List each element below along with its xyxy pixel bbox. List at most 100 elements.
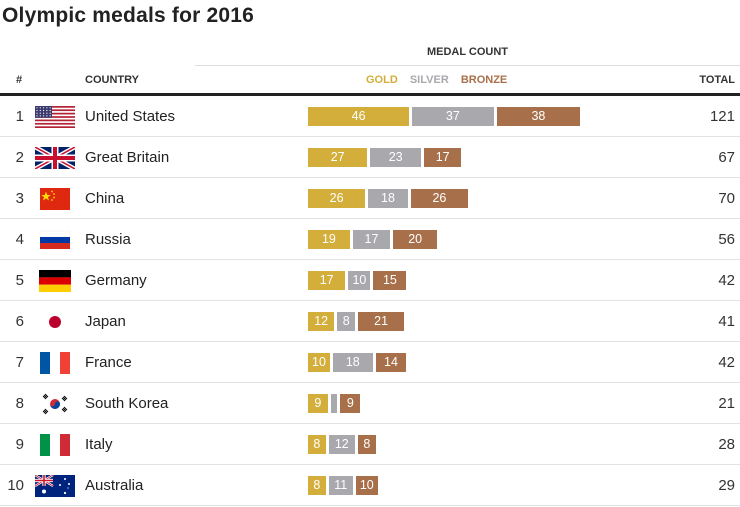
total-cell: 21 (718, 395, 735, 412)
gold-bar: 9 (308, 394, 328, 413)
gold-bar: 12 (308, 312, 335, 331)
row-divider (0, 464, 740, 465)
rank-cell: 1 (15, 108, 24, 125)
medal-bars: 19 17 20 (308, 219, 728, 260)
table-row: 10 Australia 8 11 10 29 (0, 465, 740, 506)
rank-cell: 8 (15, 395, 24, 412)
ru-flag-icon (35, 229, 75, 251)
chart-title: Olympic medals for 2016 (2, 4, 255, 27)
silver-bar: 10 (348, 271, 371, 290)
it-flag-icon (35, 434, 75, 456)
bronze-bar: 38 (496, 107, 581, 126)
country-name: Germany (85, 272, 147, 289)
gold-bar: 17 (308, 271, 346, 290)
medal-bars: 8 12 8 (308, 424, 728, 465)
row-divider (0, 136, 740, 137)
country-name: Russia (85, 231, 131, 248)
medal-count-rule (195, 65, 740, 66)
medal-bars: 8 11 10 (308, 465, 728, 506)
row-divider (0, 218, 740, 219)
kr-flag-icon (35, 393, 75, 415)
rank-cell: 4 (15, 231, 24, 248)
gold-bar: 27 (308, 148, 368, 167)
country-name: Great Britain (85, 149, 170, 166)
medal-bars: 12 8 21 (308, 301, 728, 342)
gold-bar: 26 (308, 189, 366, 208)
medal-bars: 17 10 15 (308, 260, 728, 301)
silver-bar: 17 (352, 230, 391, 249)
header-rule (0, 93, 740, 96)
au-flag-icon (35, 475, 75, 497)
rank-cell: 5 (15, 272, 24, 289)
row-divider (0, 177, 740, 178)
country-name: United States (85, 108, 176, 125)
de-flag-icon (35, 270, 75, 292)
gold-bar: 19 (308, 230, 350, 249)
rank-cell: 10 (7, 477, 24, 494)
table-row: 4 Russia 19 17 20 56 (0, 219, 740, 260)
bronze-bar: 15 (373, 271, 407, 290)
bronze-bar: 20 (393, 230, 438, 249)
gb-flag-icon (35, 147, 75, 169)
total-cell: 41 (718, 313, 735, 330)
rank-header: # (16, 74, 23, 86)
gold-bar: 10 (308, 353, 330, 372)
country-name: Italy (85, 436, 113, 453)
bronze-bar: 26 (410, 189, 468, 208)
medal-bars: 27 23 17 (308, 137, 728, 178)
table-row: 8 South Korea 9 9 21 (0, 383, 740, 424)
country-name: South Korea (85, 395, 169, 412)
legend-gold: GOLD (366, 74, 398, 86)
silver-bar (330, 394, 338, 413)
rank-cell: 7 (15, 354, 24, 371)
total-header: TOTAL (699, 74, 735, 86)
rank-cell: 3 (15, 190, 24, 207)
gold-bar: 8 (308, 476, 326, 495)
rank-cell: 9 (15, 436, 24, 453)
legend-bronze: BRONZE (460, 74, 508, 86)
total-cell: 70 (718, 190, 735, 207)
country-header: COUNTRY (85, 74, 139, 86)
silver-bar: 12 (328, 435, 355, 454)
medal-bars: 26 18 26 (308, 178, 728, 219)
row-divider (0, 300, 740, 301)
gold-bar: 8 (308, 435, 326, 454)
total-cell: 121 (709, 108, 735, 125)
table-row: 2 Great Britain 27 23 17 67 (0, 137, 740, 178)
row-divider (0, 341, 740, 342)
total-cell: 67 (718, 149, 735, 166)
rank-cell: 2 (15, 149, 24, 166)
table-row: 7 France 10 18 14 42 (0, 342, 740, 383)
silver-bar: 11 (328, 476, 353, 495)
legend-silver: SILVER (409, 74, 449, 86)
silver-bar: 23 (370, 148, 421, 167)
total-cell: 42 (718, 354, 735, 371)
total-cell: 56 (718, 231, 735, 248)
row-divider (0, 505, 740, 506)
fr-flag-icon (35, 352, 75, 374)
rank-cell: 6 (15, 313, 24, 330)
medal-bars: 10 18 14 (308, 342, 728, 383)
row-divider (0, 382, 740, 383)
silver-bar: 18 (333, 353, 373, 372)
country-name: China (85, 190, 125, 207)
total-cell: 29 (718, 477, 735, 494)
bronze-bar: 8 (358, 435, 376, 454)
cn-flag-icon (35, 188, 75, 210)
jp-flag-icon (35, 311, 75, 333)
table-row: 1 United States 46 37 38 121 (0, 96, 740, 137)
table-row: 9 Italy 8 12 8 28 (0, 424, 740, 465)
medal-count-header: MEDAL COUNT (426, 46, 509, 58)
silver-bar: 8 (337, 312, 355, 331)
bronze-bar: 9 (340, 394, 361, 413)
silver-bar: 18 (368, 189, 408, 208)
total-cell: 42 (718, 272, 735, 289)
country-name: France (85, 354, 132, 371)
silver-bar: 37 (412, 107, 494, 126)
bronze-bar: 21 (358, 312, 405, 331)
bronze-bar: 17 (424, 148, 462, 167)
row-divider (0, 259, 740, 260)
row-divider (0, 423, 740, 424)
legend: GOLD SILVER BRONZE (366, 74, 516, 86)
